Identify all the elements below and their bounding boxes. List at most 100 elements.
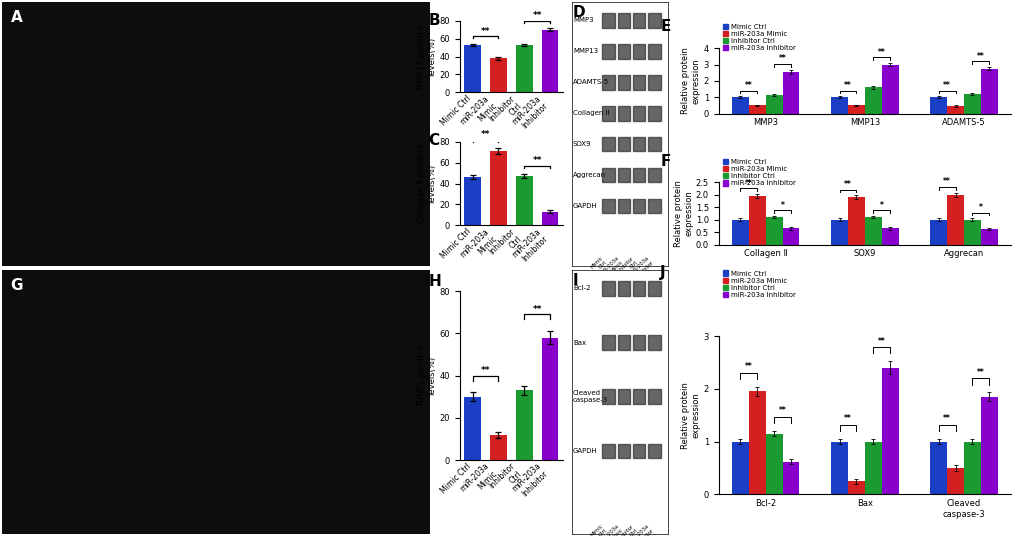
Text: SOX9: SOX9 (573, 141, 591, 147)
Text: **: ** (844, 81, 851, 90)
Bar (947, 468, 963, 494)
Bar (633, 44, 645, 58)
Text: G: G (10, 278, 23, 293)
Text: Collagen II: Collagen II (573, 110, 609, 116)
Text: *: * (780, 200, 784, 210)
Text: miR-203a
Mimic: miR-203a Mimic (598, 524, 624, 536)
Bar (633, 390, 645, 404)
Bar (633, 281, 645, 296)
Y-axis label: Relative protein
expression: Relative protein expression (681, 382, 700, 449)
Text: Aggrecan: Aggrecan (573, 172, 605, 178)
Bar (748, 391, 765, 494)
Bar (616, 444, 630, 458)
Bar (601, 44, 614, 58)
Text: **: ** (532, 157, 541, 165)
Bar (864, 442, 880, 494)
Bar (929, 97, 947, 114)
Text: Bax: Bax (573, 340, 586, 346)
Text: **: ** (844, 180, 851, 189)
Y-axis label: TUNEL positive
levels(%): TUNEL positive levels(%) (417, 344, 436, 407)
Legend: Mimic Ctrl, miR-203a Mimic, Inhibitor Ctrl, miR-203a Inhibitor: Mimic Ctrl, miR-203a Mimic, Inhibitor Ct… (721, 270, 795, 299)
Bar (616, 44, 630, 58)
Bar (516, 45, 532, 92)
Bar (648, 199, 660, 213)
Bar (980, 69, 997, 114)
Bar (648, 44, 660, 58)
Text: **: ** (777, 406, 786, 415)
Text: D: D (573, 5, 585, 20)
Text: **: ** (480, 27, 490, 36)
Bar (847, 106, 864, 114)
Text: E: E (659, 19, 669, 34)
Text: miR-203a
Mimic: miR-203a Mimic (598, 256, 624, 281)
Bar (601, 106, 614, 121)
Text: **: ** (744, 362, 752, 371)
Bar (782, 228, 799, 244)
Bar (929, 442, 947, 494)
Text: GAPDH: GAPDH (573, 448, 597, 454)
Bar (648, 390, 660, 404)
Legend: Mimic Ctrl, miR-203a Mimic, Inhibitor Ctrl, miR-203a Inhibitor: Mimic Ctrl, miR-203a Mimic, Inhibitor Ct… (721, 23, 795, 52)
Bar (864, 217, 880, 244)
Text: **: ** (532, 304, 541, 314)
Text: Mimic
Ctrl: Mimic Ctrl (589, 256, 608, 274)
Bar (963, 94, 980, 114)
Text: A: A (10, 10, 22, 25)
Bar (648, 75, 660, 90)
Bar (616, 281, 630, 296)
Bar (616, 13, 630, 28)
Text: miR-203a
Inhibitor: miR-203a Inhibitor (629, 524, 654, 536)
Text: I: I (573, 273, 578, 288)
Bar (601, 137, 614, 152)
Bar (963, 442, 980, 494)
Bar (830, 97, 847, 114)
Bar (648, 13, 660, 28)
Bar (880, 368, 898, 494)
Text: **: ** (744, 81, 752, 90)
Text: **: ** (976, 52, 983, 61)
Bar (648, 444, 660, 458)
Text: **: ** (943, 81, 950, 90)
Text: H: H (428, 274, 441, 289)
Text: F: F (659, 154, 669, 169)
Bar (633, 168, 645, 182)
Bar (732, 442, 748, 494)
Bar (648, 106, 660, 121)
Text: **: ** (844, 414, 851, 423)
Text: **: ** (943, 177, 950, 187)
Bar (765, 95, 782, 114)
Bar (601, 13, 614, 28)
Bar (489, 435, 506, 460)
Bar (648, 168, 660, 182)
Bar (980, 229, 997, 244)
Y-axis label: Relative protein
expression: Relative protein expression (673, 180, 693, 247)
Text: **: ** (943, 414, 950, 423)
Text: miR-203a
Inhibitor: miR-203a Inhibitor (629, 256, 654, 281)
Bar (947, 195, 963, 244)
Y-axis label: Collagen Ⅱ positive
levels(%): Collagen Ⅱ positive levels(%) (417, 144, 436, 224)
Bar (929, 220, 947, 244)
Bar (489, 151, 506, 226)
Bar (782, 72, 799, 114)
Text: **: ** (744, 178, 752, 188)
Bar (748, 196, 765, 244)
Bar (516, 176, 532, 226)
Bar (601, 336, 614, 350)
Text: Cleaved
caspase-3: Cleaved caspase-3 (573, 390, 607, 403)
Bar (616, 168, 630, 182)
Bar (633, 13, 645, 28)
Text: **: ** (877, 337, 884, 346)
Bar (633, 336, 645, 350)
Text: *: * (978, 203, 982, 212)
Bar (601, 75, 614, 90)
Text: ADAMTS-5: ADAMTS-5 (573, 79, 608, 85)
Y-axis label: Relative protein
expression: Relative protein expression (681, 48, 700, 114)
Bar (830, 220, 847, 244)
Bar (633, 106, 645, 121)
Bar (601, 444, 614, 458)
Bar (864, 87, 880, 114)
Bar (847, 197, 864, 244)
Bar (616, 106, 630, 121)
Bar (633, 75, 645, 90)
Bar (648, 336, 660, 350)
